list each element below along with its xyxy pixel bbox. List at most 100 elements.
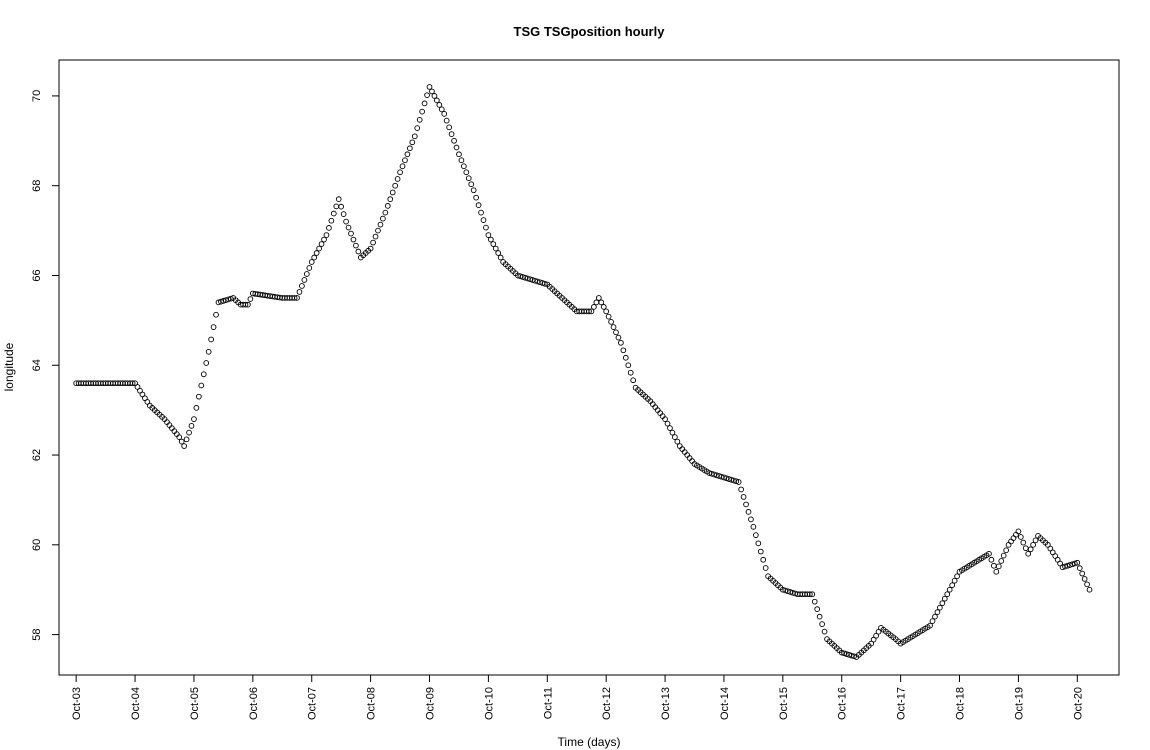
x-tick-label: Oct-07 — [307, 687, 319, 720]
data-point — [591, 304, 597, 310]
data-point — [753, 532, 759, 538]
data-point — [350, 236, 357, 243]
data-point — [438, 106, 445, 113]
data-point — [514, 272, 521, 279]
data-point — [473, 194, 479, 201]
data-point — [929, 618, 936, 624]
data-point — [1062, 563, 1068, 570]
data-point — [495, 250, 502, 256]
data-point — [335, 196, 342, 203]
data-point — [779, 586, 786, 593]
data-point — [1074, 559, 1081, 566]
data-point — [875, 628, 882, 635]
data-point — [937, 604, 943, 611]
data-point — [541, 280, 548, 287]
data-point — [716, 473, 722, 479]
data-point — [183, 436, 190, 443]
data-point — [789, 589, 796, 596]
data-point — [308, 259, 315, 265]
x-tick-label: Oct-03 — [71, 687, 83, 720]
data-point — [588, 308, 595, 315]
data-point — [340, 211, 347, 217]
data-point — [247, 296, 254, 302]
y-tick-label: 58 — [31, 628, 43, 640]
data-point — [497, 254, 504, 261]
data-point — [748, 516, 754, 523]
data-point — [441, 111, 448, 117]
data-point — [291, 295, 298, 301]
data-point — [205, 348, 212, 355]
y-tick-label: 62 — [31, 449, 43, 461]
data-point — [527, 276, 533, 283]
data-point — [453, 144, 460, 151]
data-point — [296, 289, 303, 295]
data-point — [539, 280, 546, 286]
data-point — [414, 125, 421, 131]
data-point — [630, 377, 637, 384]
data-point — [932, 613, 938, 620]
data-point — [1064, 562, 1071, 569]
data-point — [819, 621, 825, 627]
data-point — [534, 278, 541, 285]
data-point — [730, 477, 737, 484]
data-point — [622, 354, 629, 361]
data-point — [954, 573, 960, 580]
data-point — [193, 405, 200, 411]
data-point — [181, 443, 187, 449]
data-point — [821, 628, 828, 635]
data-point — [529, 277, 536, 283]
data-point — [868, 640, 875, 647]
data-point — [537, 279, 543, 286]
data-point — [129, 380, 136, 387]
x-axis-label: Time (days) — [558, 735, 621, 749]
x-axis: Oct-03 Oct-04 Oct-05 Oct-06 Oct-07 Oct-08 Oct-… — [71, 674, 1084, 720]
data-point — [456, 151, 462, 158]
y-tick-label: 64 — [31, 359, 43, 371]
data-point — [1084, 581, 1090, 588]
data-point — [811, 598, 818, 605]
data-point — [841, 650, 848, 657]
data-point — [245, 301, 251, 308]
data-point — [382, 209, 389, 216]
data-point — [873, 632, 879, 639]
data-point — [392, 182, 399, 189]
data-point — [326, 225, 332, 231]
data-point — [672, 434, 678, 440]
data-point — [713, 472, 720, 479]
data-point — [470, 187, 477, 194]
data-point — [1076, 565, 1083, 572]
data-point — [750, 524, 757, 530]
chart-title: TSG TSGposition hourly — [514, 24, 666, 39]
data-point — [664, 420, 671, 427]
data-point — [738, 486, 744, 493]
data-point — [411, 133, 418, 140]
data-point — [387, 196, 394, 203]
data-point — [448, 131, 455, 137]
data-point — [375, 227, 381, 234]
data-point — [372, 233, 379, 240]
data-point — [615, 334, 622, 341]
data-point — [1010, 535, 1017, 541]
data-point — [426, 84, 433, 90]
data-point — [380, 215, 386, 222]
y-tick-label: 60 — [31, 539, 43, 551]
data-point — [483, 224, 489, 231]
data-point — [669, 429, 676, 436]
data-point — [301, 277, 308, 283]
data-point — [519, 274, 526, 280]
data-point — [1086, 586, 1093, 593]
data-point — [429, 88, 435, 95]
data-point — [200, 371, 207, 378]
data-point — [333, 203, 340, 210]
x-tick-label: Oct-19 — [1013, 687, 1025, 720]
data-point — [618, 339, 624, 346]
data-point — [1022, 545, 1029, 552]
data-point — [377, 221, 384, 228]
data-point — [708, 470, 715, 477]
data-point — [321, 236, 327, 243]
x-tick-label: Oct-14 — [719, 687, 731, 720]
data-point — [399, 163, 406, 170]
x-tick-label: Oct-10 — [483, 687, 495, 720]
data-point — [1025, 550, 1032, 557]
